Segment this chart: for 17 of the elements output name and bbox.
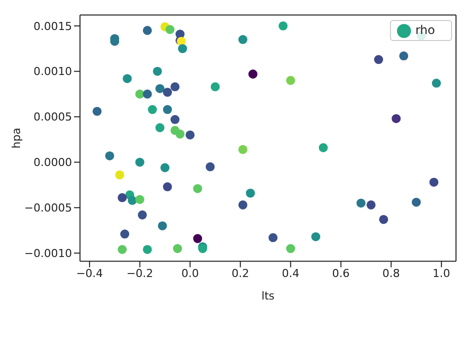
x-axis-title: lts	[261, 289, 275, 302]
x-tick-label: 0.8	[382, 267, 400, 280]
y-tick-label: 0.0000	[34, 156, 72, 170]
x-tick-label: 0.0	[181, 267, 199, 280]
y-tick-label: −0.0010	[24, 247, 72, 260]
x-tick-label: −0.4	[76, 267, 103, 280]
x-tick-label: 1.0	[432, 267, 450, 280]
legend-label: rho	[415, 23, 435, 37]
x-tick-label: 0.2	[232, 267, 250, 280]
y-tick-label: −0.0005	[24, 202, 72, 215]
y-tick-label: 0.0010	[34, 65, 72, 78]
x-tick-label: 0.6	[332, 267, 350, 280]
y-axis-title: hpa	[10, 128, 23, 148]
x-tick-label: 0.4	[282, 267, 300, 280]
y-tick-label: 0.0005	[34, 110, 72, 124]
x-tick-label: −0.2	[126, 267, 154, 280]
y-tick-label: 0.0015	[34, 20, 72, 33]
